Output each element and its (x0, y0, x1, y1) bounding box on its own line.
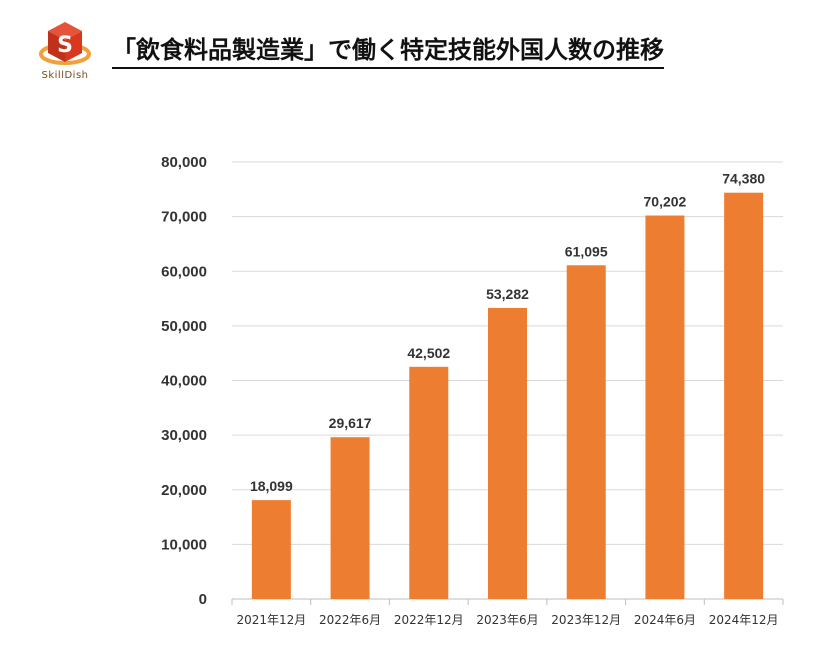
y-tick-label: 70,000 (161, 209, 207, 226)
bar (251, 500, 291, 599)
label-layer: 0 10,000 20,000 30,000 40,000 50,000 60,000 70,… (161, 154, 778, 627)
x-tick-label: 2021年12月 (236, 613, 306, 627)
data-label: 18,099 (250, 478, 293, 494)
x-tick-label: 2024年12月 (709, 613, 779, 627)
bar-layer (251, 192, 764, 599)
y-tick-label: 40,000 (161, 373, 207, 390)
x-tick-label: 2023年6月 (476, 613, 538, 627)
bar (724, 192, 764, 599)
data-label: 61,095 (565, 243, 608, 259)
y-tick-label: 10,000 (161, 536, 207, 553)
bar (566, 265, 606, 599)
x-tick-label: 2022年12月 (394, 613, 464, 627)
data-label: 42,502 (407, 345, 450, 361)
data-label: 70,202 (644, 194, 687, 210)
data-label: 74,380 (722, 171, 765, 187)
page-title: 「飲食料品製造業」で働く特定技能外国人数の推移 (112, 30, 664, 69)
y-tick-label: 50,000 (161, 318, 207, 335)
logo-mark-icon: S (39, 22, 91, 65)
data-label: 53,282 (486, 286, 529, 302)
x-tick-label: 2024年6月 (634, 613, 696, 627)
y-tick-label: 80,000 (161, 154, 207, 171)
x-tick-label: 2023年12月 (551, 613, 621, 627)
y-tick-label: 30,000 (161, 427, 207, 444)
bar (645, 215, 685, 599)
x-tick-label: 2022年6月 (319, 613, 381, 627)
logo-text: SkillDish (41, 70, 89, 81)
svg-text:S: S (57, 33, 73, 58)
grid-layer (231, 161, 784, 605)
skilldish-logo: S SkillDish (30, 20, 100, 88)
y-tick-label: 0 (199, 591, 207, 608)
data-label: 29,617 (329, 415, 372, 431)
bar (488, 307, 527, 599)
y-tick-label: 60,000 (161, 263, 207, 280)
bar (330, 437, 370, 599)
bar (409, 366, 449, 599)
y-tick-label: 20,000 (161, 482, 207, 499)
